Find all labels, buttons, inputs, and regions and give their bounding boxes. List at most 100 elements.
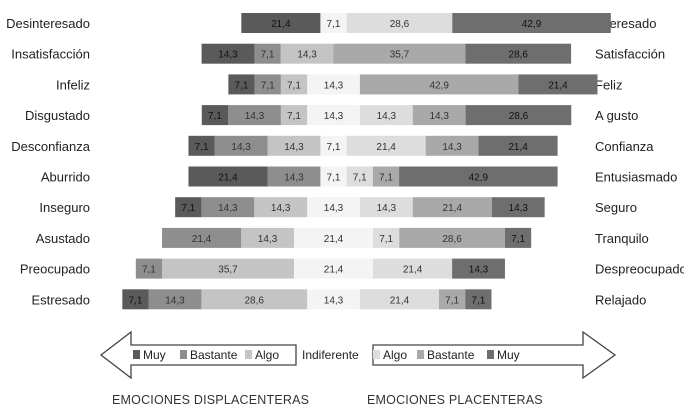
bar-neg-algo <box>254 197 308 218</box>
bar-neg-algo <box>280 43 334 64</box>
row-label-right: Confianza <box>595 139 654 154</box>
bar-indiferente-value: 14,3 <box>324 295 344 306</box>
bar-indiferente <box>320 166 347 187</box>
row-label-left: Disgustado <box>25 108 90 123</box>
bar-pos-bastante-value: 35,7 <box>390 50 410 61</box>
bar-indiferente-value: 7,1 <box>327 19 341 30</box>
bar-pos-muy <box>465 43 572 64</box>
legend-label-neg-algo: Algo <box>255 348 279 362</box>
bar-pos-muy <box>518 74 598 95</box>
bar-pos-bastante <box>399 227 505 248</box>
bar-indiferente-value: 14,3 <box>324 203 344 214</box>
bar-pos-muy-value: 42,9 <box>469 173 489 184</box>
bar-pos-bastante-value: 14,3 <box>429 111 449 122</box>
bar-neg-bastante <box>254 74 281 95</box>
row-label-left: Infeliz <box>56 77 90 92</box>
bar-neg-muy-value: 21,4 <box>271 19 291 30</box>
bar-pos-bastante-value: 42,9 <box>429 80 449 91</box>
row-label-left: Desconfianza <box>11 139 91 154</box>
bar-neg-bastante <box>267 166 321 187</box>
bar-neg-muy <box>201 43 255 64</box>
bar-neg-algo-value: 14,3 <box>258 234 278 245</box>
legend-label-pos-bastante: Bastante <box>427 348 475 362</box>
row-label-left: Desinteresado <box>6 16 90 31</box>
legend-swatch-pos-muy <box>487 350 494 359</box>
legend-label-neg-muy: Muy <box>143 348 166 362</box>
bar-pos-algo <box>346 166 373 187</box>
bar-pos-bastante-value: 14,3 <box>442 142 462 153</box>
bar-neg-muy-value: 7,1 <box>195 142 209 153</box>
bar-pos-muy-value: 7,1 <box>511 234 525 245</box>
bar-neg-algo <box>267 135 321 156</box>
bar-indiferente-value: 14,3 <box>324 111 344 122</box>
bar-neg-muy <box>175 197 202 218</box>
bar-pos-algo-value: 21,4 <box>376 142 396 153</box>
bar-neg-algo-value: 7,1 <box>287 111 301 122</box>
bar-neg-algo-value: 14,3 <box>297 50 317 61</box>
row-label-left: Inseguro <box>39 200 90 215</box>
bar-pos-algo-value: 14,3 <box>377 203 397 214</box>
bar-pos-muy-value: 28,6 <box>509 50 529 61</box>
bar-neg-bastante-value: 7,1 <box>142 265 156 276</box>
bar-indiferente <box>320 13 347 33</box>
bar-indiferente-value: 7,1 <box>327 173 341 184</box>
bar-indiferente <box>307 289 360 310</box>
bar-pos-muy-value: 42,9 <box>522 19 542 30</box>
legend-swatch-neg-bastante <box>180 350 187 359</box>
bar-pos-muy-value: 21,4 <box>508 142 528 153</box>
bar-neg-algo-value: 35,7 <box>218 265 238 276</box>
row-label-right: A gusto <box>595 108 638 123</box>
legend-label-pos-muy: Muy <box>497 348 520 362</box>
bar-neg-algo-value: 28,6 <box>245 295 265 306</box>
bar-indiferente <box>307 74 360 95</box>
bar-neg-bastante <box>148 289 202 310</box>
legend-swatch-neg-muy <box>133 350 140 359</box>
bar-pos-bastante-value: 21,4 <box>443 203 463 214</box>
bar-neg-muy <box>201 105 229 126</box>
bar-neg-muy <box>122 289 149 310</box>
bar-pos-muy-value: 7,1 <box>471 295 485 306</box>
bar-indiferente-value: 7,1 <box>327 142 341 153</box>
bar-neg-bastante <box>214 135 268 156</box>
bar-pos-muy <box>452 258 505 279</box>
bar-neg-muy <box>228 74 255 95</box>
bar-pos-bastante <box>372 166 400 187</box>
bar-neg-bastante-value: 14,3 <box>165 295 185 306</box>
bar-pos-muy <box>465 105 572 126</box>
bar-neg-bastante <box>162 227 242 248</box>
bar-pos-algo-value: 7,1 <box>353 173 367 184</box>
bar-neg-muy-value: 14,3 <box>218 50 238 61</box>
legend-swatch-neg-algo <box>245 350 252 359</box>
row-label-left: Asustado <box>36 231 90 246</box>
bar-pos-muy <box>491 197 545 218</box>
bar-pos-muy <box>452 13 611 33</box>
bar-neg-bastante <box>254 43 281 64</box>
row-label-right: Satisfacción <box>595 47 665 62</box>
bar-neg-algo <box>280 105 308 126</box>
bar-neg-muy <box>241 13 321 33</box>
bar-pos-algo <box>359 197 413 218</box>
bar-pos-bastante-value: 28,6 <box>442 234 462 245</box>
bar-pos-algo <box>359 105 413 126</box>
legend-label-neg-bastante: Bastante <box>190 348 238 362</box>
row-label-right: Feliz <box>595 77 622 92</box>
bar-neg-muy-value: 7,1 <box>128 295 142 306</box>
bar-pos-bastante-value: 7,1 <box>445 295 459 306</box>
row-label-left: Insatisfacción <box>11 47 90 62</box>
bar-pos-muy-value: 28,6 <box>509 111 529 122</box>
legend-label-indiferente: Indiferente <box>302 348 359 362</box>
bar-indiferente-value: 21,4 <box>324 234 344 245</box>
bar-neg-muy <box>188 135 215 156</box>
bar-neg-algo-value: 14,3 <box>284 142 304 153</box>
bar-pos-muy <box>504 227 532 248</box>
row-label-left: Aburrido <box>41 170 90 185</box>
bar-pos-muy-value: 21,4 <box>548 80 568 91</box>
bar-pos-algo-value: 14,3 <box>377 111 397 122</box>
bar-pos-muy <box>478 135 558 156</box>
bar-neg-muy-value: 7,1 <box>235 80 249 91</box>
bar-neg-bastante-value: 14,3 <box>231 142 251 153</box>
legend-swatch-pos-bastante <box>417 350 424 359</box>
bar-neg-muy <box>188 166 268 187</box>
bar-pos-algo <box>346 135 426 156</box>
